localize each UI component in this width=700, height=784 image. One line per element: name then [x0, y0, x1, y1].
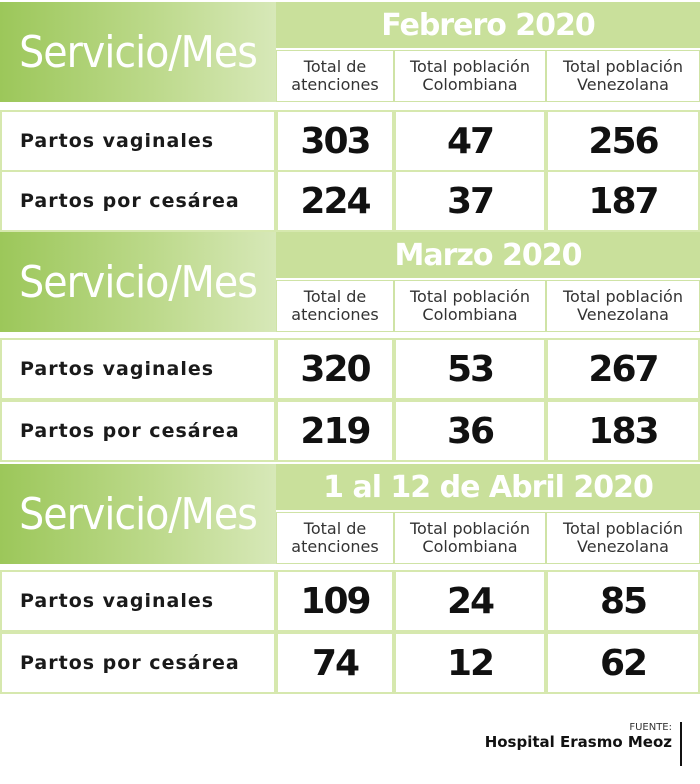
- column-header-total: Total de atenciones: [276, 50, 394, 102]
- column-header-venezolana: Total población Venezolana: [546, 280, 700, 332]
- cell-colombiana: 24: [394, 570, 546, 632]
- corner-label: Servicio/Mes: [19, 488, 258, 540]
- corner-label: Servicio/Mes: [19, 26, 258, 78]
- corner-header: Servicio/Mes: [0, 232, 276, 332]
- cell-colombiana: 47: [394, 110, 546, 172]
- cell-total: 74: [276, 632, 394, 694]
- cell-venezolana: 62: [546, 632, 700, 694]
- cell-total: 224: [276, 170, 394, 232]
- cell-venezolana: 85: [546, 570, 700, 632]
- source-credit: FUENTE: Hospital Erasmo Meoz: [485, 722, 672, 751]
- cell-colombiana: 12: [394, 632, 546, 694]
- cell-total: 109: [276, 570, 394, 632]
- row-label: Partos vaginales: [0, 570, 276, 632]
- table-row: Partos por cesárea 224 37 187: [0, 170, 700, 232]
- cell-total: 303: [276, 110, 394, 172]
- source-label: FUENTE:: [629, 722, 672, 733]
- cell-total: 219: [276, 400, 394, 462]
- source-name: Hospital Erasmo Meoz: [484, 733, 672, 751]
- cell-colombiana: 37: [394, 170, 546, 232]
- cell-venezolana: 183: [546, 400, 700, 462]
- column-header-venezolana: Total población Venezolana: [546, 512, 700, 564]
- corner-label: Servicio/Mes: [19, 256, 258, 308]
- period-header: Febrero 2020: [276, 2, 700, 48]
- column-header-colombiana: Total población Colombiana: [394, 512, 546, 564]
- cell-colombiana: 36: [394, 400, 546, 462]
- period-header: Marzo 2020: [276, 232, 700, 278]
- corner-header: Servicio/Mes: [0, 464, 276, 564]
- cell-colombiana: 53: [394, 338, 546, 400]
- source-divider: [680, 722, 682, 766]
- row-label: Partos por cesárea: [0, 400, 276, 462]
- corner-header: Servicio/Mes: [0, 2, 276, 102]
- table-row: Partos por cesárea 219 36 183: [0, 400, 700, 462]
- cell-venezolana: 187: [546, 170, 700, 232]
- period-header: 1 al 12 de Abril 2020: [276, 464, 700, 510]
- table-row: Partos vaginales 109 24 85: [0, 570, 700, 632]
- cell-venezolana: 267: [546, 338, 700, 400]
- row-label: Partos por cesárea: [0, 170, 276, 232]
- table-row: Partos vaginales 320 53 267: [0, 338, 700, 400]
- table-row: Partos vaginales 303 47 256: [0, 110, 700, 172]
- table-row: Partos por cesárea 74 12 62: [0, 632, 700, 694]
- column-header-total: Total de atenciones: [276, 280, 394, 332]
- row-label: Partos vaginales: [0, 110, 276, 172]
- cell-venezolana: 256: [546, 110, 700, 172]
- row-label: Partos vaginales: [0, 338, 276, 400]
- column-header-venezolana: Total población Venezolana: [546, 50, 700, 102]
- row-label: Partos por cesárea: [0, 632, 276, 694]
- column-header-total: Total de atenciones: [276, 512, 394, 564]
- column-header-colombiana: Total población Colombiana: [394, 50, 546, 102]
- column-header-colombiana: Total población Colombiana: [394, 280, 546, 332]
- cell-total: 320: [276, 338, 394, 400]
